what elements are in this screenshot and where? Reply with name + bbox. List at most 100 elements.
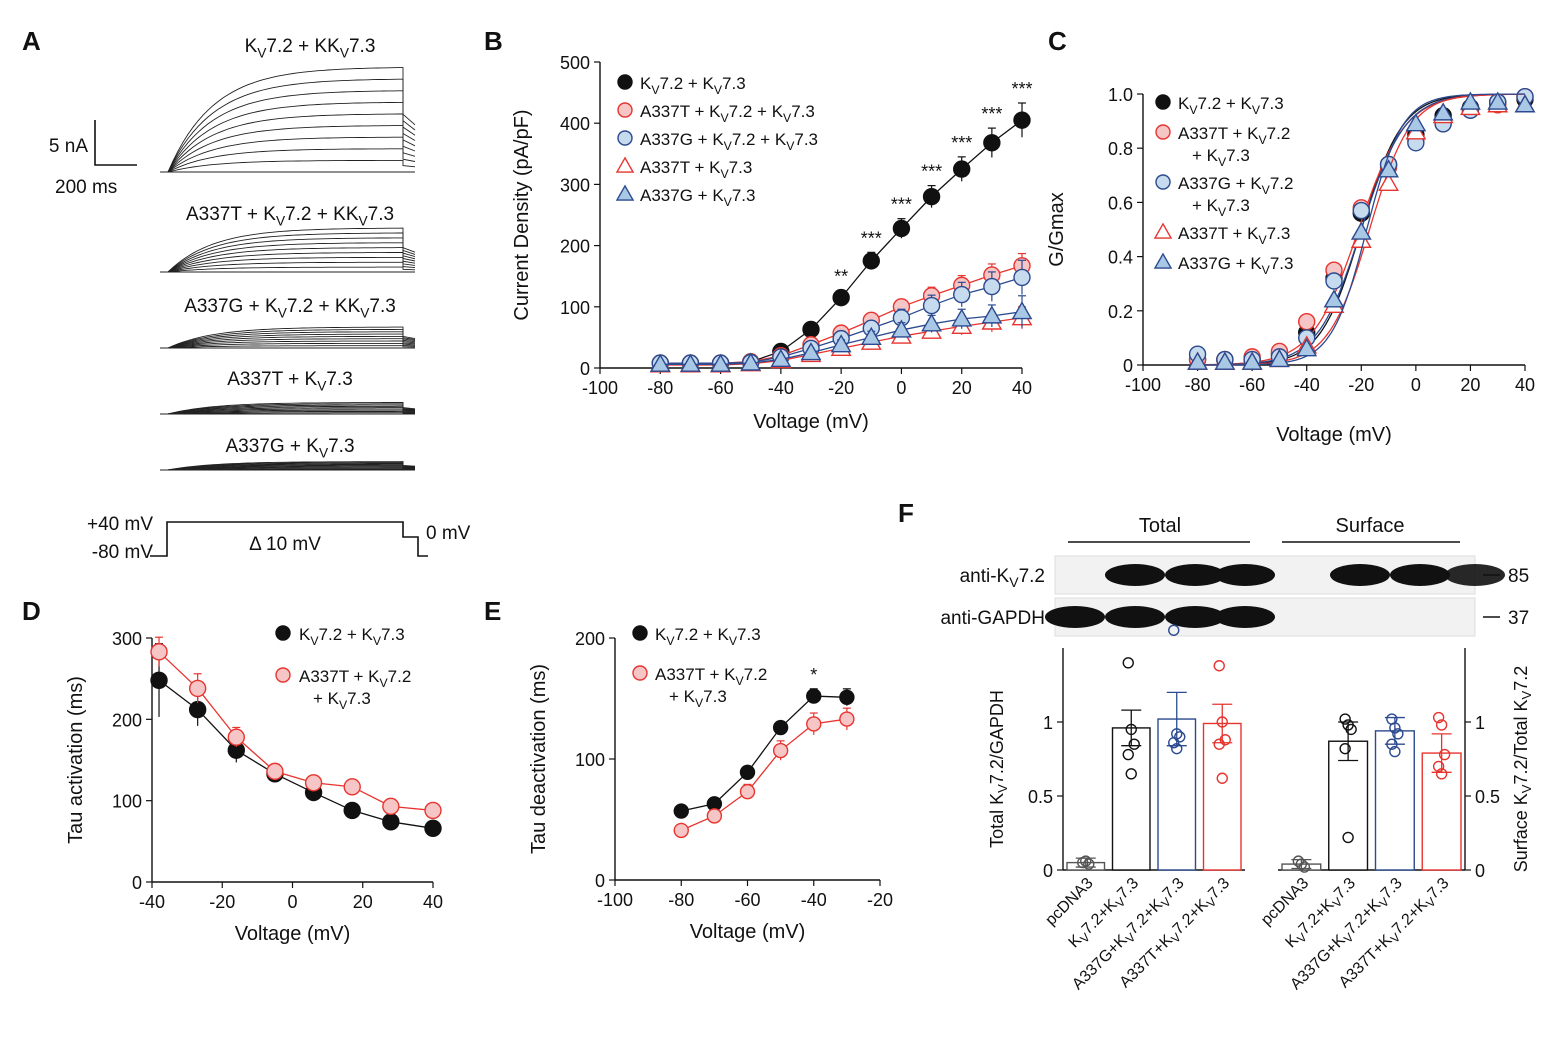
label-part: K xyxy=(724,665,736,684)
current-trace xyxy=(160,242,416,273)
label-subscript: V xyxy=(1252,103,1261,117)
y-tick-label: 500 xyxy=(560,53,590,73)
bar-point xyxy=(1292,855,1305,867)
data-point xyxy=(266,762,284,781)
label-subscript: V xyxy=(360,305,370,320)
y-tick-label: 0 xyxy=(1123,356,1133,376)
label-subscript: V xyxy=(1519,784,1534,793)
bar-point xyxy=(1122,748,1134,761)
label-part: 7.2 xyxy=(1019,566,1045,587)
bar-point xyxy=(1174,731,1186,743)
label-part: 7.2 + xyxy=(732,130,775,149)
y-tick-label: 0.2 xyxy=(1108,302,1133,322)
label-part: 7.3 xyxy=(732,186,756,205)
panel-label: F xyxy=(898,498,914,528)
data-point xyxy=(1352,201,1370,220)
y-tick-label: 0.6 xyxy=(1108,193,1133,213)
data-point xyxy=(772,742,789,759)
label-subscript: V xyxy=(1259,133,1268,147)
legend-marker xyxy=(1153,222,1173,239)
legend-marker xyxy=(632,665,648,681)
bar-point xyxy=(1171,742,1183,755)
label-prefix: + xyxy=(669,687,684,706)
label-part: 7.3 xyxy=(326,369,352,390)
bar-point xyxy=(1339,742,1351,755)
data-point xyxy=(951,308,973,327)
mw-label: 85 xyxy=(1508,566,1529,587)
x-tick-label: -20 xyxy=(828,378,854,398)
bar-point xyxy=(1168,737,1180,749)
data-point xyxy=(227,728,246,746)
current-trace xyxy=(160,90,416,173)
trace-label: KV7.2 + KKV7.3 xyxy=(245,36,376,60)
current-trace xyxy=(160,333,416,349)
x-tick-label: 40 xyxy=(1012,378,1032,398)
significance-label: *** xyxy=(981,104,1002,124)
label-part: anti-K xyxy=(960,566,1010,587)
label-part: K xyxy=(709,102,721,121)
data-point xyxy=(1432,102,1454,121)
x-tick-label: 40 xyxy=(1515,375,1535,395)
bar-point xyxy=(1435,719,1448,731)
label-subscript: V xyxy=(276,213,286,228)
y-axis-label: Current Density (pA/pF) xyxy=(511,109,533,320)
data-point xyxy=(673,822,689,839)
x-tick-label: 40 xyxy=(423,892,443,912)
label-subscript: V xyxy=(695,696,704,710)
data-point xyxy=(953,160,971,178)
panel-b: -100 -80 -60 -40 -20 0 20 400100200300400500Vol… xyxy=(511,53,1033,433)
trace-label: A337G + KV7.3 xyxy=(225,436,354,460)
bar-point xyxy=(1083,858,1095,870)
x-axis-label: Voltage (mV) xyxy=(1276,424,1392,446)
legend-marker xyxy=(1155,174,1171,190)
current-traces xyxy=(160,67,416,173)
legend-label: A337G + KV7.3 xyxy=(640,186,755,209)
bar-point xyxy=(1216,772,1228,784)
current-trace xyxy=(160,466,416,471)
label-part: K xyxy=(718,625,730,644)
label-part: 7.3 xyxy=(1226,146,1250,165)
current-trace xyxy=(160,463,416,471)
label-part: 7.3 xyxy=(369,296,395,317)
legend-label: + KV7.3 xyxy=(1192,146,1250,169)
y-tick-label: 100 xyxy=(112,792,142,812)
y-axis-label: Tau activation (ms) xyxy=(65,676,87,844)
data-point xyxy=(343,778,361,796)
legend-marker xyxy=(617,74,633,90)
y-tick-label: 0 xyxy=(1043,861,1053,881)
y-tick-label: 0.5 xyxy=(1028,787,1053,807)
data-point xyxy=(1323,289,1345,308)
y-tick-label: 200 xyxy=(560,237,590,257)
label-subscript: V xyxy=(340,45,350,60)
current-traces xyxy=(160,402,416,415)
label-part: 7.2 + xyxy=(729,102,772,121)
label-part: 7.2 xyxy=(1270,174,1294,193)
label-part: K xyxy=(327,36,340,57)
x-axis-label: Voltage (mV) xyxy=(690,921,806,943)
label-part: K xyxy=(362,625,374,644)
panel-label: B xyxy=(484,26,503,56)
current-traces xyxy=(160,326,416,349)
y-axis-label: Tau deactivation (ms) xyxy=(528,664,550,854)
legend-marker xyxy=(615,184,635,201)
label-prefix: A337T + xyxy=(655,665,724,684)
x-tick-label: -80 xyxy=(647,378,673,398)
current-trace xyxy=(160,403,416,415)
x-tick-label: 20 xyxy=(353,892,373,912)
label-prefix: A337T + xyxy=(227,369,304,390)
data-point xyxy=(860,326,882,345)
data-point xyxy=(770,348,792,368)
data-point xyxy=(806,688,822,704)
legend-label: KV7.2 + KV7.3 xyxy=(1178,94,1284,117)
data-point xyxy=(839,711,855,727)
panel-c: -100 -80 -60 -40 -20 0 20 40 0 0.2 0.4 0.6 0.8 1.0 Vol… xyxy=(1046,85,1536,446)
x-tick-label: -60 xyxy=(708,378,734,398)
label-part: 7.3 xyxy=(328,436,354,457)
label-subscript: V xyxy=(1262,263,1271,277)
current-trace xyxy=(160,252,416,273)
bar-point xyxy=(1339,713,1351,725)
label-part: K xyxy=(712,186,724,205)
label-part: 7.2 + K xyxy=(287,296,348,317)
legend-label: A337T + KV7.2 xyxy=(299,667,411,690)
label-prefix: A337G + xyxy=(640,130,712,149)
